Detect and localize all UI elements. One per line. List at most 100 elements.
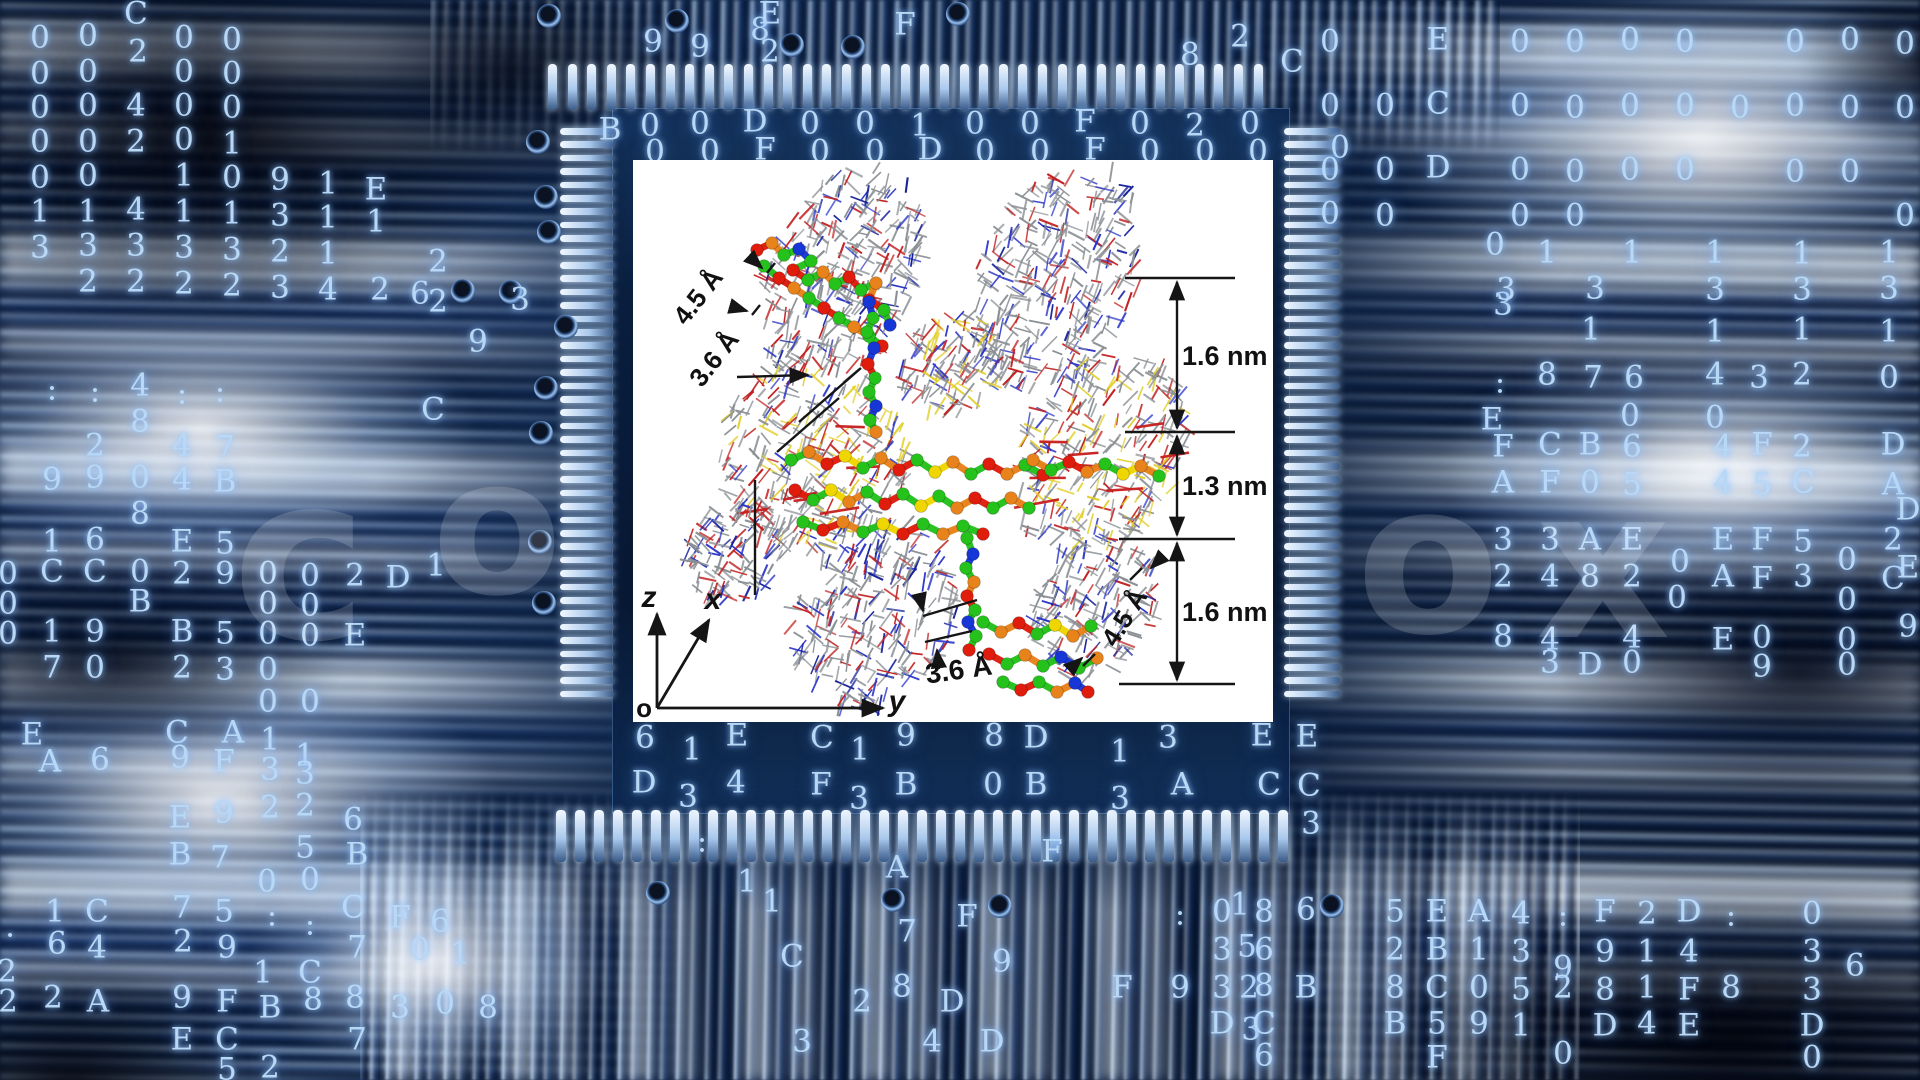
hex-glyph: 0	[78, 157, 98, 194]
glow-bottom-left	[250, 840, 610, 1080]
chip-pin	[917, 810, 927, 862]
chip-pin	[1284, 262, 1340, 269]
chip-pin	[860, 810, 870, 862]
wire-cluster-bottom-center	[783, 514, 961, 717]
chip-pin	[560, 288, 614, 296]
hex-glyph: 0	[1785, 23, 1805, 60]
via-dot	[529, 421, 553, 445]
hex-glyph: 1	[366, 203, 386, 240]
via-dot	[499, 280, 523, 304]
hex-glyph: 1	[260, 721, 280, 758]
hex-glyph: 0	[1895, 197, 1915, 234]
chip-pin	[1284, 516, 1340, 524]
hex-glyph: 5	[1752, 466, 1772, 503]
ball-chain-bottom-2	[982, 647, 1104, 675]
via-dot	[528, 530, 552, 554]
chip-pin	[763, 64, 773, 110]
hex-glyph: 3	[270, 197, 290, 234]
hex-glyph: 4	[130, 367, 150, 404]
hex-glyph: 0	[30, 159, 50, 196]
hex-glyph: F	[894, 6, 916, 43]
hex-glyph: 2	[1792, 356, 1812, 393]
chip-pin	[632, 810, 642, 862]
chip-pin	[560, 221, 614, 229]
hex-glyph: 0	[1375, 87, 1395, 124]
chip-pin	[1259, 810, 1269, 862]
hex-glyph: 0	[1895, 89, 1915, 126]
hex-glyph: A	[1491, 464, 1515, 501]
hex-glyph: F	[1492, 428, 1514, 465]
hex-glyph: A	[221, 714, 245, 751]
hex-glyph: 8	[1254, 967, 1274, 1004]
chip-pin	[1214, 64, 1224, 110]
hex-glyph: 3	[222, 231, 242, 268]
chip-pin	[560, 181, 614, 189]
hex-glyph: A	[885, 849, 909, 886]
chip-pin	[560, 302, 614, 309]
chip-pin	[560, 355, 614, 363]
hex-glyph: 0	[435, 985, 455, 1022]
hex-glyph: 9	[270, 161, 290, 198]
via-dot	[537, 220, 561, 244]
hex-glyph: 0	[78, 53, 98, 90]
hex-glyph: 1	[318, 199, 338, 236]
hex-glyph: C	[298, 954, 322, 991]
hex-glyph: 9	[214, 794, 234, 831]
chip-pin	[575, 810, 585, 862]
chip-pin	[1284, 690, 1340, 698]
hex-glyph: 0	[1553, 1035, 1573, 1072]
chip-pin	[560, 195, 614, 202]
hex-glyph: 3	[792, 1023, 812, 1060]
hex-glyph: 9	[1553, 949, 1573, 986]
hex-glyph: 8	[345, 979, 365, 1016]
hex-glyph: 6	[1254, 931, 1274, 968]
chip-pin	[1031, 810, 1041, 862]
hex-glyph: F	[1041, 833, 1063, 870]
hex-glyph: 4	[318, 271, 338, 308]
hex-glyph: 0	[1330, 129, 1350, 166]
chip-pin	[560, 128, 614, 135]
hex-glyph: 0	[1675, 87, 1695, 124]
hex-glyph: 5	[1427, 1005, 1447, 1042]
hex-glyph: 6	[90, 741, 110, 778]
hex-glyph: 8	[303, 981, 323, 1018]
hex-glyph: :	[214, 373, 226, 410]
streaks-bottom	[360, 790, 1580, 1080]
chip-pin	[560, 141, 614, 148]
chip-pin	[1284, 436, 1340, 443]
chip-pin	[1284, 664, 1340, 671]
chip-pin	[560, 409, 614, 416]
shade-right-band	[1540, 540, 1920, 800]
hex-glyph: 7	[172, 889, 192, 926]
chip-pin	[879, 810, 889, 862]
hex-glyph: 9	[215, 555, 235, 592]
chip-pin	[784, 810, 794, 862]
chip-pin	[1107, 810, 1117, 862]
streaks-left	[0, 0, 700, 1080]
chip-pin	[1183, 810, 1193, 862]
hex-glyph: 2	[0, 983, 18, 1020]
chip-pin	[1284, 181, 1340, 189]
ball-chain-descend	[959, 531, 983, 657]
hex-glyph: 0	[85, 649, 105, 686]
chip-pin	[1284, 315, 1340, 323]
hex-glyph: 1	[737, 863, 757, 900]
via-dot	[946, 2, 970, 26]
chip-pin	[724, 64, 734, 110]
hex-glyph: 6	[1254, 1037, 1274, 1074]
chip-pin	[1194, 64, 1204, 110]
hex-glyph: B	[258, 989, 282, 1026]
chip-pin	[560, 382, 614, 390]
chip-pin	[560, 476, 614, 483]
via-dot	[534, 376, 558, 400]
hex-glyph: 0	[78, 17, 98, 54]
hex-glyph: 0	[1670, 543, 1690, 580]
chip-pin	[822, 64, 832, 110]
via-dot	[537, 4, 561, 28]
hex-glyph: F	[1539, 464, 1561, 501]
hex-glyph: 0	[1667, 579, 1687, 616]
hex-glyph: C	[124, 0, 148, 32]
via-dot	[1320, 894, 1344, 918]
chip-pin	[920, 64, 930, 110]
chip-pin	[1155, 64, 1165, 110]
